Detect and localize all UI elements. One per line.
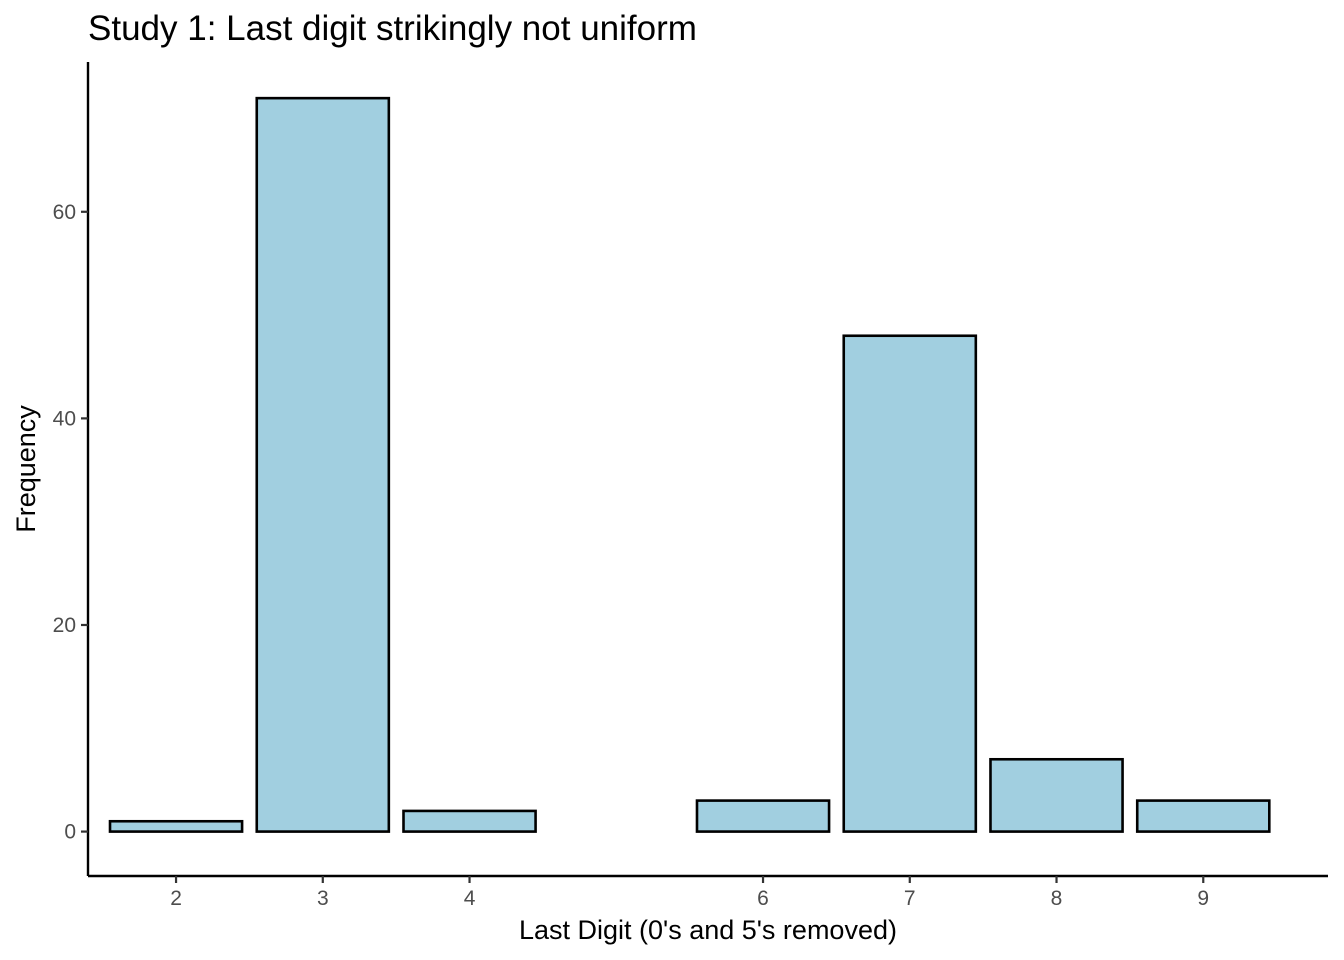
y-tick-label: 60 — [53, 201, 76, 224]
x-tick-label: 9 — [1197, 887, 1209, 910]
x-tick-label: 4 — [464, 887, 476, 910]
y-tick-label: 0 — [64, 821, 76, 844]
x-tick-label: 3 — [317, 887, 329, 910]
bar-digit-8 — [989, 757, 1124, 833]
y-tick-label: 40 — [53, 407, 76, 430]
x-axis-title: Last Digit (0's and 5's removed) — [519, 915, 897, 945]
bars — [108, 96, 1271, 833]
x-tick-label: 2 — [170, 887, 182, 910]
y-axis-ticks: 0 20 40 60 — [53, 201, 88, 844]
bar-digit-4 — [402, 809, 537, 833]
x-tick-label: 6 — [757, 887, 769, 910]
y-axis-title: Frequency — [11, 405, 41, 533]
x-axis-ticks: 2 3 4 6 7 8 9 — [170, 876, 1209, 910]
bar-digit-2 — [108, 819, 244, 833]
bar-digit-9 — [1135, 799, 1271, 833]
bar-digit-7 — [842, 334, 978, 833]
x-tick-label: 7 — [904, 887, 916, 910]
bar-digit-3 — [255, 96, 391, 833]
x-tick-label: 8 — [1051, 887, 1063, 910]
bar-digit-6 — [695, 799, 831, 833]
y-tick-label: 20 — [53, 614, 76, 637]
chart-title: Study 1: Last digit strikingly not unifo… — [88, 9, 697, 48]
